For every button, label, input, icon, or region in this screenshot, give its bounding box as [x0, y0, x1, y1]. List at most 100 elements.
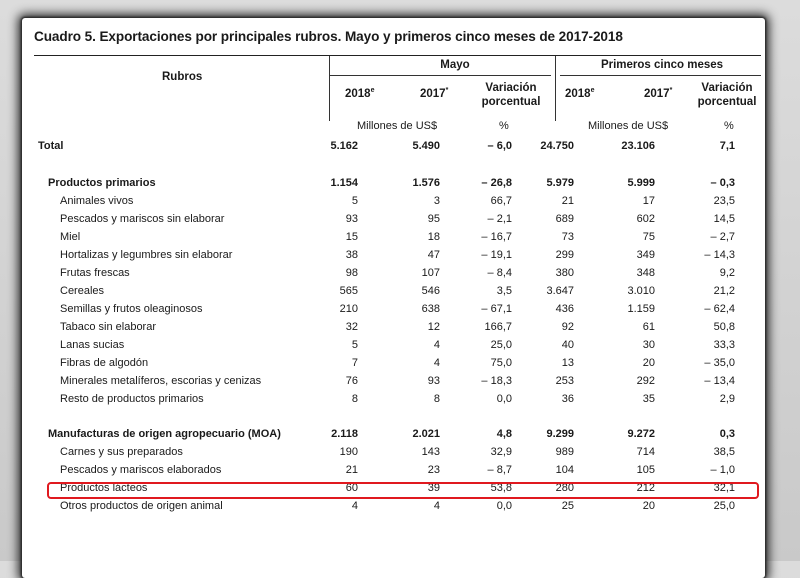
- header-mayo-2018: 2018e: [345, 87, 375, 100]
- cell-m2018: 7: [351, 357, 358, 369]
- cell-m2017: 3: [433, 195, 440, 207]
- cell-m2017: 18: [427, 231, 440, 243]
- header-mayo-2017: 2017*: [420, 87, 449, 100]
- cell-mvar: – 19,1: [481, 249, 512, 261]
- cell-mvar: 4,8: [496, 428, 512, 440]
- table-row: Productos primarios 1.154 1.576 – 26,8 5.979…: [22, 177, 765, 195]
- cell-mvar: – 6,0: [487, 140, 512, 152]
- table-row: Otros productos de origen animal 4 4 0,0 25 2…: [22, 500, 765, 518]
- cell-p2018: 9.299: [546, 428, 574, 440]
- table-row: Fibras de algodón 7 4 75,0 13 20 – 35,0: [22, 357, 765, 375]
- header-mayo-2017-sup: *: [445, 87, 449, 94]
- cell-mvar: 25,0: [490, 339, 512, 351]
- cell-pvar: 2,9: [719, 393, 735, 405]
- row-label: Fibras de algodón: [60, 357, 149, 369]
- cell-m2017: 638: [421, 303, 440, 315]
- cell-m2017: 8: [433, 393, 440, 405]
- header-divider-2: [555, 56, 556, 121]
- cell-p2018: 280: [555, 482, 574, 494]
- table-row: Pescados y mariscos elaborados 21 23 – 8,7 1…: [22, 464, 765, 482]
- cell-m2018: 38: [345, 249, 358, 261]
- cell-m2018: 210: [339, 303, 358, 315]
- cell-p2017: 20: [642, 500, 655, 512]
- cell-pvar: – 2,7: [710, 231, 735, 243]
- cell-pvar: 21,2: [713, 285, 735, 297]
- header-group-primeros: Primeros cinco meses: [600, 59, 724, 71]
- cell-mvar: 32,9: [490, 446, 512, 458]
- cell-p2017: 348: [636, 267, 655, 279]
- table-row: Resto de productos primarios 8 8 0,0 36 35 2,9: [22, 393, 765, 411]
- cell-p2017: 5.999: [627, 177, 655, 189]
- cell-p2018: 104: [555, 464, 574, 476]
- cell-m2018: 60: [345, 482, 358, 494]
- cell-pvar: 23,5: [713, 195, 735, 207]
- header-primeros-2017: 2017*: [644, 87, 673, 100]
- cell-mvar: 75,0: [490, 357, 512, 369]
- cell-m2017: 95: [427, 213, 440, 225]
- table-row: Miel 15 18 – 16,7 73 75 – 2,7: [22, 231, 765, 249]
- primeros-group-rule: [560, 75, 761, 76]
- row-label: Total: [38, 140, 64, 152]
- table-row: Manufacturas de origen agropecuario (MOA…: [22, 428, 765, 446]
- cell-m2018: 2.118: [331, 428, 358, 440]
- row-label: Animales vivos: [60, 195, 134, 207]
- cell-pvar: – 13,4: [704, 375, 735, 387]
- cell-pvar: 14,5: [713, 213, 735, 225]
- table-card: Cuadro 5. Exportaciones por principales …: [22, 18, 765, 578]
- cell-p2018: 253: [555, 375, 574, 387]
- row-label: Miel: [60, 231, 81, 243]
- row-label: Lanas sucias: [60, 339, 125, 351]
- unit-primeros-millones: Millones de US$: [588, 120, 669, 132]
- cell-pvar: – 35,0: [704, 357, 735, 369]
- row-label: Frutas frescas: [60, 267, 130, 279]
- cell-m2018: 76: [345, 375, 358, 387]
- header-mayo-2018-sup: e: [370, 87, 375, 94]
- cell-p2018: 40: [561, 339, 574, 351]
- cell-m2018: 32: [345, 321, 358, 333]
- cell-p2017: 23.106: [621, 140, 655, 152]
- cell-m2017: 4: [433, 500, 440, 512]
- row-label: Productos lácteos: [60, 482, 148, 494]
- cell-m2017: 4: [433, 339, 440, 351]
- cell-p2018: 380: [555, 267, 574, 279]
- cell-pvar: 32,1: [713, 482, 735, 494]
- cell-p2017: 3.010: [627, 285, 655, 297]
- row-label: Pescados y mariscos sin elaborar: [60, 213, 225, 225]
- cell-pvar: 38,5: [713, 446, 735, 458]
- header-primeros-2017-sup: *: [669, 87, 673, 94]
- row-label: Manufacturas de origen agropecuario (MOA…: [48, 428, 281, 440]
- highlight-box: [47, 482, 759, 499]
- cell-p2018: 13: [561, 357, 574, 369]
- row-label: Minerales metalíferos, escorias y ceniza…: [60, 375, 262, 387]
- cell-mvar: 166,7: [484, 321, 512, 333]
- cell-m2017: 12: [427, 321, 440, 333]
- cell-p2018: 299: [555, 249, 574, 261]
- cell-mvar: 0,0: [496, 500, 512, 512]
- cell-p2017: 105: [636, 464, 655, 476]
- unit-mayo-millones: Millones de US$: [357, 120, 438, 132]
- cell-mvar: – 16,7: [481, 231, 512, 243]
- cell-m2018: 565: [339, 285, 358, 297]
- table-row: Cereales 565 546 3,5 3.647 3.010 21,2: [22, 285, 765, 303]
- cell-m2017: 23: [427, 464, 440, 476]
- row-label: Pescados y mariscos elaborados: [60, 464, 222, 476]
- cell-m2018: 5: [351, 195, 358, 207]
- cell-p2018: 92: [561, 321, 574, 333]
- cell-pvar: 33,3: [713, 339, 735, 351]
- cell-p2017: 17: [642, 195, 655, 207]
- cell-m2018: 15: [345, 231, 358, 243]
- cell-p2018: 36: [561, 393, 574, 405]
- cell-m2018: 93: [345, 213, 358, 225]
- cell-p2018: 3.647: [546, 285, 574, 297]
- row-label: Productos primarios: [48, 177, 156, 189]
- cell-p2017: 61: [642, 321, 655, 333]
- cell-m2017: 4: [433, 357, 440, 369]
- cell-p2017: 349: [636, 249, 655, 261]
- cell-mvar: 53,8: [490, 482, 512, 494]
- header-mayo-variacion: Variación porcentual: [482, 81, 541, 109]
- cell-m2018: 5: [351, 339, 358, 351]
- cell-mvar: 3,5: [496, 285, 512, 297]
- row-label: Hortalizas y legumbres sin elaborar: [60, 249, 233, 261]
- cell-p2017: 212: [636, 482, 655, 494]
- table-row: Carnes y sus preparados 190 143 32,9 989 714 3…: [22, 446, 765, 464]
